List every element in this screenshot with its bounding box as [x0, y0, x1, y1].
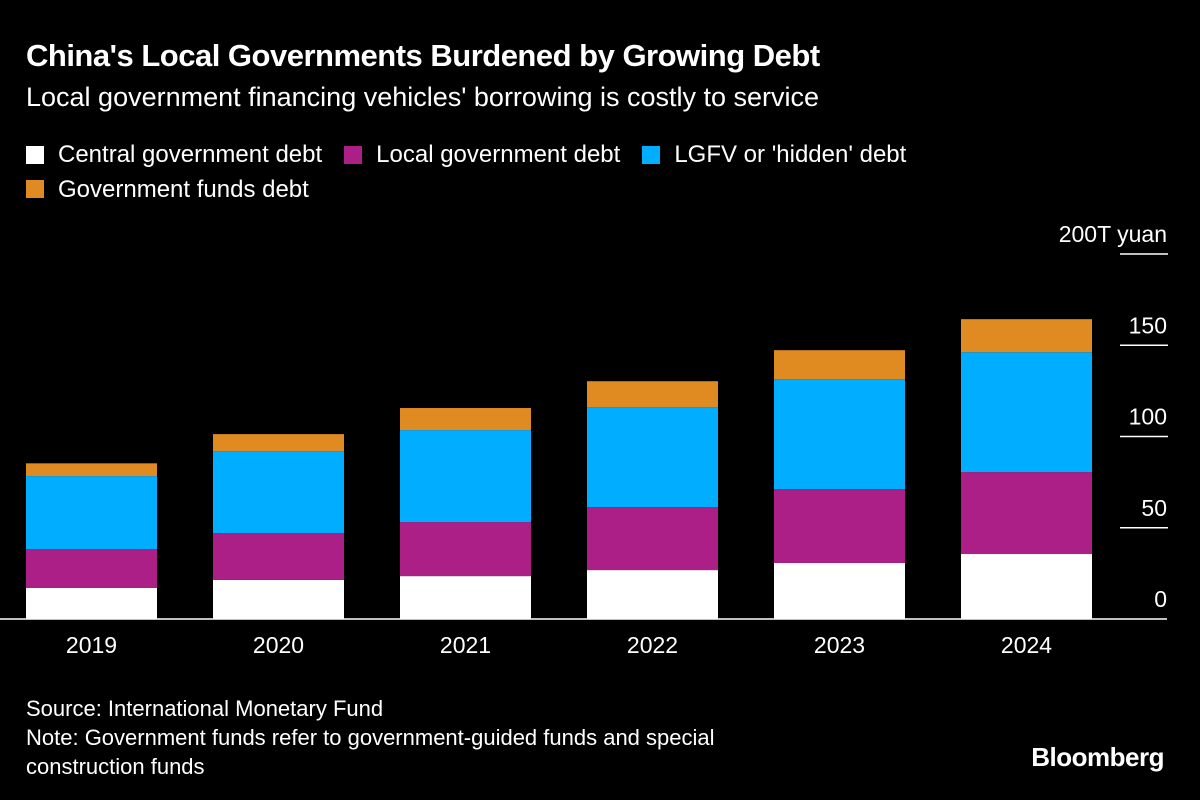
- bloomberg-logo: Bloomberg: [1031, 742, 1164, 772]
- footnotes: Source: International Monetary Fund Note…: [26, 694, 715, 781]
- bar-segment: [400, 576, 531, 619]
- bar-segment: [774, 350, 905, 380]
- source-text: Source: International Monetary Fund: [26, 696, 384, 721]
- y-tick-label: 100: [1129, 404, 1167, 430]
- bar-segment: [213, 579, 344, 619]
- bar-segment: [587, 407, 718, 508]
- bar-segment: [26, 463, 157, 477]
- bar-segment: [400, 408, 531, 431]
- bar-segment: [961, 319, 1092, 353]
- bar-segment: [774, 489, 905, 563]
- legend-item: Government funds debt: [26, 173, 309, 206]
- bar-segment: [26, 476, 157, 550]
- x-tick-label: 2024: [1001, 632, 1052, 658]
- legend-item: LGFV or 'hidden' debt: [642, 138, 906, 171]
- x-tick-label: 2020: [253, 632, 304, 658]
- legend-label: Central government debt: [58, 141, 323, 168]
- bar-segment: [26, 587, 157, 619]
- bar-segment: [587, 570, 718, 619]
- bar-segment: [961, 352, 1092, 473]
- bar-segment: [587, 381, 718, 408]
- bar-segment: [774, 379, 905, 490]
- y-tick-label: 200T yuan: [1059, 221, 1167, 247]
- legend-item: Central government debt: [26, 138, 322, 171]
- legend-swatch: [26, 145, 44, 164]
- x-tick-label: 2022: [627, 632, 678, 658]
- legend-swatch: [642, 145, 661, 164]
- note-text-2: construction funds: [26, 754, 205, 779]
- bar-segment: [961, 554, 1092, 619]
- legend-label: LGFV or 'hidden' debt: [674, 141, 907, 168]
- bar-segment: [400, 522, 531, 577]
- x-tick-label: 2021: [440, 632, 491, 658]
- x-tick-label: 2023: [814, 632, 865, 658]
- y-tick-label: 50: [1141, 495, 1167, 521]
- bar-segment: [213, 434, 344, 452]
- bar-segment: [26, 549, 157, 588]
- x-tick-label: 2019: [66, 632, 117, 658]
- y-tick-label: 150: [1129, 312, 1167, 338]
- bar-segment: [587, 507, 718, 571]
- legend-label: Local government debt: [376, 141, 621, 168]
- chart-title: China's Local Governments Burdened by Gr…: [26, 38, 820, 73]
- bar-segment: [213, 533, 344, 580]
- bar-segment: [961, 472, 1092, 555]
- y-tick-label: 0: [1154, 586, 1167, 612]
- legend-swatch: [344, 145, 363, 164]
- legend-label: Government funds debt: [58, 175, 309, 203]
- legend-swatch: [26, 180, 44, 198]
- chart-subtitle: Local government financing vehicles' bor…: [26, 82, 820, 112]
- legend: Central government debt Local government …: [26, 138, 1126, 207]
- note-text: Note: Government funds refer to governme…: [26, 725, 715, 750]
- bar-segment: [400, 430, 531, 523]
- legend-item: Local government debt: [344, 138, 620, 171]
- bar-segment: [774, 562, 905, 619]
- bar-segment: [213, 451, 344, 534]
